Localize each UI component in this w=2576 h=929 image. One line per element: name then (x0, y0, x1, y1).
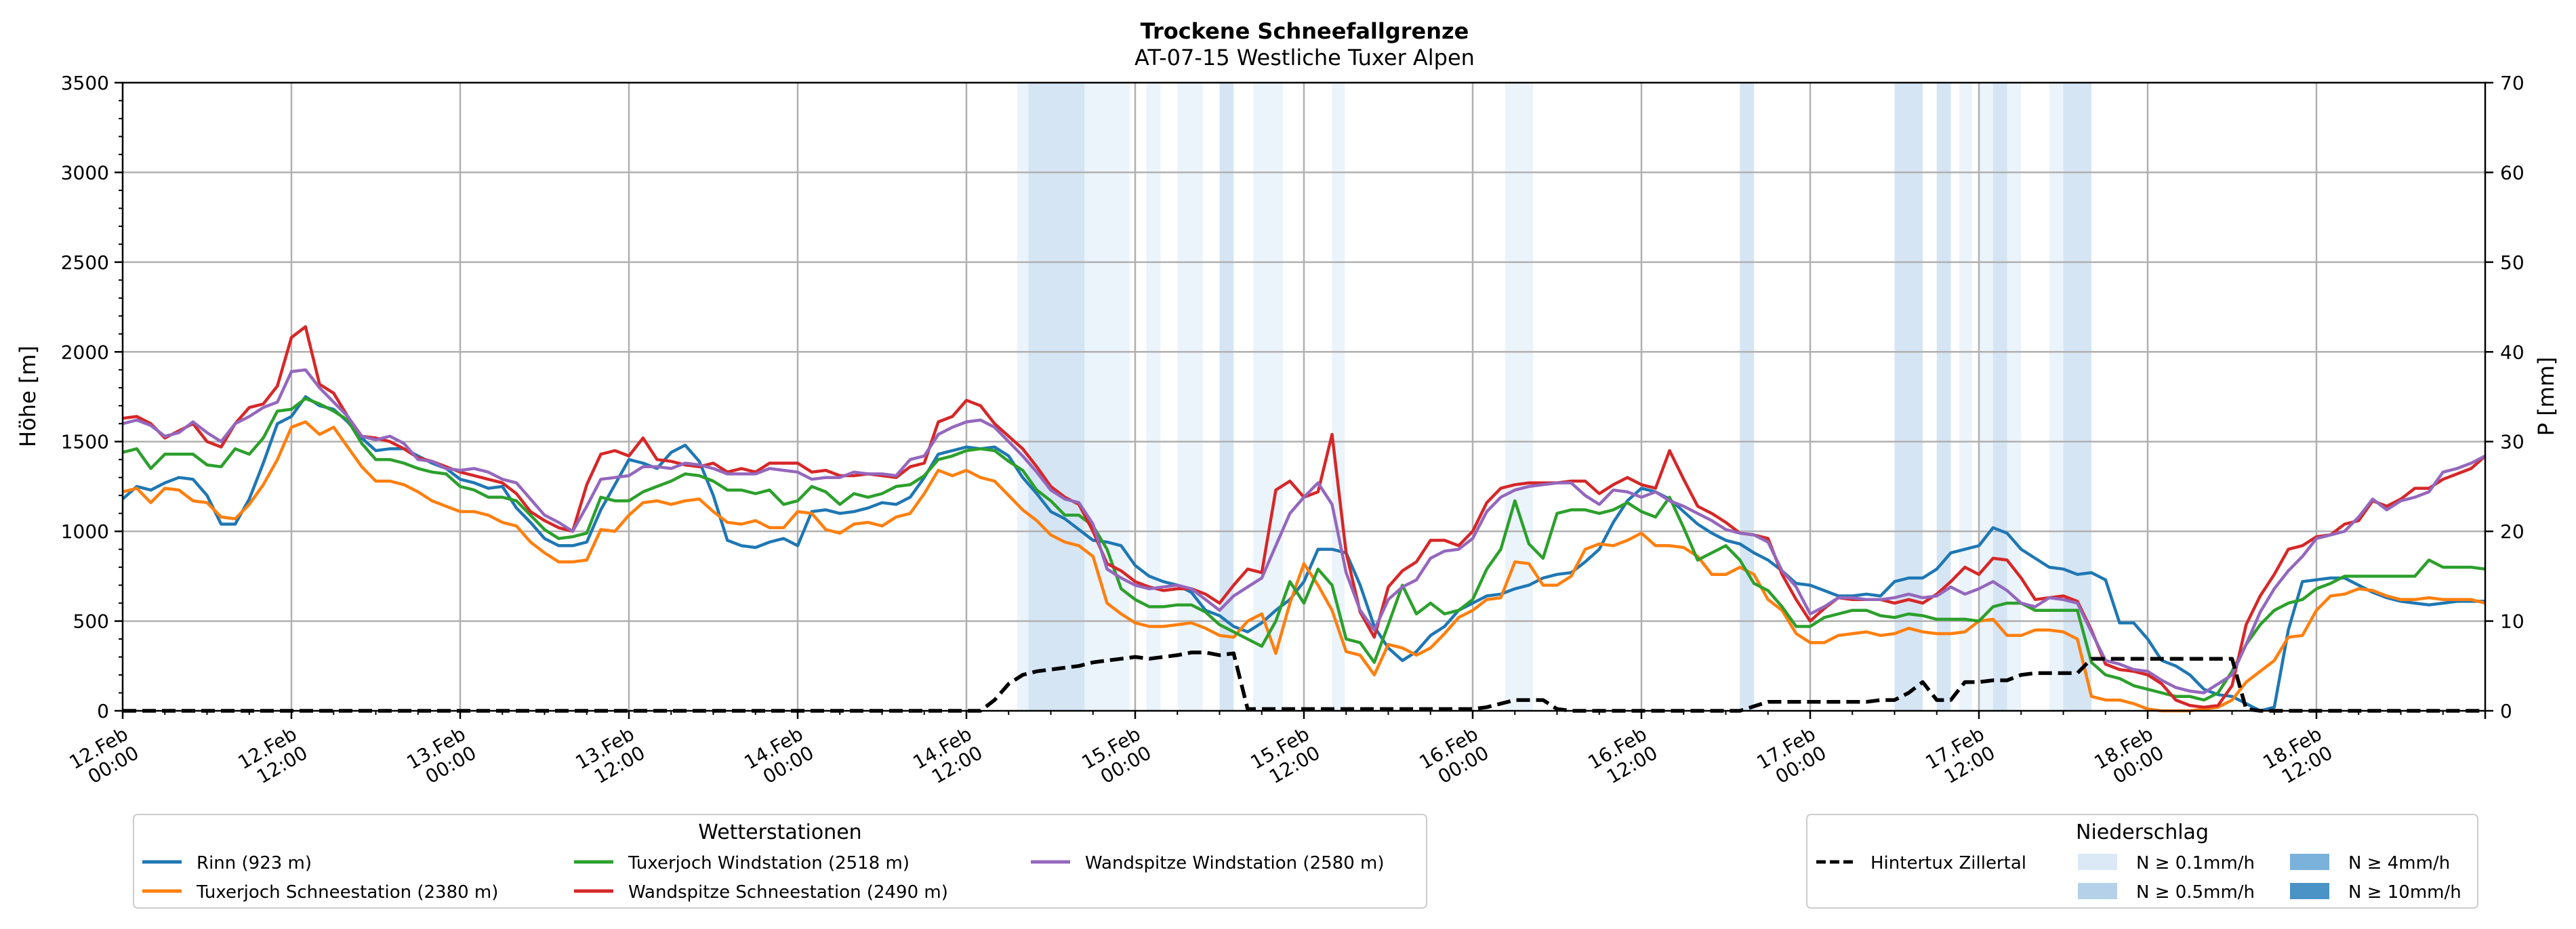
precip-band (1177, 83, 1203, 711)
y2-tick-label: 30 (2500, 431, 2524, 453)
precip-band (2063, 83, 2091, 711)
legend-label: Tuxerjoch Windstation (2518 m) (628, 853, 909, 873)
legend-precip-swatch (2290, 854, 2329, 870)
legend-precip-swatch (2078, 854, 2117, 870)
series-line (121, 395, 2485, 713)
precip-band (1505, 83, 1534, 711)
grid (123, 83, 2485, 711)
precip-band (1028, 83, 1085, 711)
y2-tick-label: 0 (2500, 700, 2512, 722)
precip-band (1979, 83, 1993, 711)
x-tick-label: 12.Feb00:00 (65, 722, 142, 792)
stations-legend-box (133, 814, 1427, 909)
precipitation-legend: Niederschlag Hintertux Zillertal N ≥ 0.1… (1806, 814, 2478, 909)
precip-band (1959, 83, 1972, 711)
y-axis-label: Höhe [m] (15, 346, 41, 447)
y-tick-label: 2000 (61, 341, 109, 363)
y2-tick-label: 40 (2500, 341, 2524, 363)
y-tick-label: 3500 (61, 72, 109, 94)
y2-tick-label: 20 (2500, 520, 2524, 543)
legend-label: Rinn (923 m) (197, 853, 312, 873)
y2-tick-label: 70 (2500, 72, 2524, 94)
y2-tick-label: 60 (2500, 161, 2524, 184)
y-tick-label: 1000 (61, 520, 109, 543)
legend-label: Tuxerjoch Schneestation (2380 m) (196, 882, 498, 903)
precip-band (1936, 83, 1951, 711)
stations-legend: Wetterstationen Rinn (923 m) Tuxerjoch Sc… (133, 814, 1427, 909)
legend-precip-swatch (2290, 883, 2329, 899)
precip-band (1084, 83, 1130, 711)
legend-label: Wandspitze Windstation (2580 m) (1085, 853, 1384, 873)
precip-band (1146, 83, 1161, 711)
legend-label: Wandspitze Schneestation (2490 m) (628, 882, 948, 903)
legend-precip-label: N ≥ 0.5mm/h (2136, 882, 2255, 903)
precip-band (2049, 83, 2064, 711)
legend-precip-swatch (2078, 883, 2117, 899)
y2-tick-label: 10 (2500, 611, 2524, 633)
series-line (122, 420, 2486, 713)
precip-band (1253, 83, 1283, 711)
y-tick-label: 0 (97, 700, 109, 722)
legend-label-hintertux: Hintertux Zillertal (1870, 853, 2026, 873)
legend-precip-label: N ≥ 10mm/h (2348, 882, 2461, 903)
y2-tick-label: 50 (2500, 251, 2524, 274)
precip-band (1894, 83, 1923, 711)
precip-band (2007, 83, 2022, 711)
legend-precip-label: N ≥ 4mm/h (2348, 853, 2450, 873)
precip-band (1740, 83, 1754, 711)
chart-subtitle: AT-07-15 Westliche Tuxer Alpen (1134, 45, 1475, 70)
series-line (122, 368, 2487, 695)
y-tick-label: 500 (73, 611, 109, 633)
precip-band (1017, 83, 1029, 711)
series-line (122, 396, 2486, 702)
legend-precip-label: N ≥ 0.1mm/h (2136, 853, 2255, 873)
y-tick-label: 1500 (61, 431, 109, 453)
precip-band (1992, 83, 2007, 711)
y-tick-label: 2500 (61, 251, 109, 274)
precip-band (1219, 83, 1234, 711)
y2-axis-label: P [mm] (2533, 357, 2559, 436)
series-lines (121, 325, 2487, 713)
precipitation-legend-title: Niederschlag (2076, 821, 2209, 844)
stations-legend-title: Wetterstationen (698, 821, 861, 844)
chart-title: Trockene Schneefallgrenze (1141, 18, 1469, 44)
y-tick-label: 3000 (61, 161, 109, 184)
